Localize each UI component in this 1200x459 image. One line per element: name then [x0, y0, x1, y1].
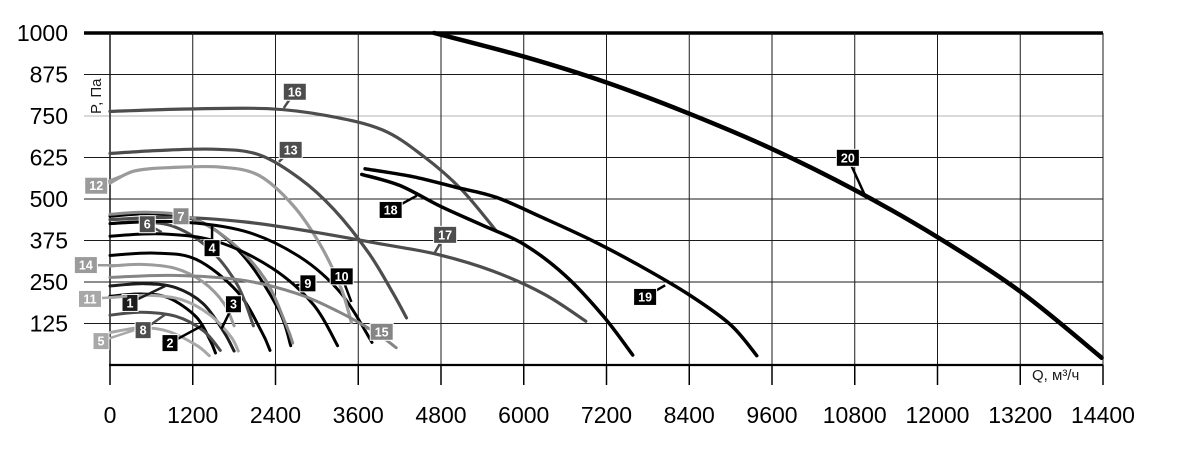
y-tick-label-750: 750: [30, 103, 68, 129]
x-tick-label-7200: 7200: [581, 402, 632, 428]
curve-label-box-6: [138, 215, 156, 234]
curve-label-text-6: 6: [144, 218, 151, 232]
curve-3: [108, 251, 272, 352]
y-tick-label-250: 250: [30, 269, 68, 295]
y-tick-label-625: 625: [30, 145, 68, 171]
x-tick-label-6000: 6000: [498, 402, 549, 428]
curve-13: [108, 147, 409, 320]
curve-label-text-13: 13: [284, 143, 298, 157]
curve-label-text-20: 20: [841, 151, 855, 165]
curve-5: [108, 326, 211, 358]
x-axis-title: Q, м³/ч: [1032, 367, 1080, 384]
curve-label-text-16: 16: [288, 85, 302, 99]
y-tick-label-125: 125: [30, 311, 68, 337]
curve-label-box-12: [84, 176, 109, 195]
curve-label-text-3: 3: [230, 298, 237, 312]
curve-label-box-20: [835, 148, 860, 167]
curve-label-box-11: [78, 289, 103, 308]
curve-label-text-19: 19: [638, 290, 652, 304]
x-tick-label-1200: 1200: [167, 402, 218, 428]
curve-label-text-2: 2: [167, 337, 174, 351]
curve-9: [108, 232, 340, 348]
x-tick-label-2400: 2400: [250, 402, 301, 428]
x-tick-label-4800: 4800: [415, 402, 466, 428]
curve-19: [363, 167, 759, 358]
curve-label-text-14: 14: [79, 259, 93, 273]
curve-label-box-17: [433, 225, 458, 244]
curve-8: [108, 310, 222, 352]
curve-label-box-1: [121, 293, 139, 312]
curve-label-text-1: 1: [127, 296, 134, 310]
curve-label-box-5: [92, 332, 110, 351]
curve-18: [359, 172, 635, 357]
curve-label-box-4: [203, 239, 221, 258]
curve-label-box-15: [369, 322, 394, 341]
x-tick-label-12000: 12000: [906, 402, 970, 428]
curve-label-box-19: [633, 287, 658, 306]
curve-label-text-17: 17: [438, 228, 452, 242]
curve-label-box-13: [278, 140, 303, 159]
x-tick-label-13200: 13200: [988, 402, 1052, 428]
curve-label-text-10: 10: [335, 270, 349, 284]
curve-16: [108, 106, 498, 233]
curve-label-box-18: [378, 200, 403, 219]
curve-label-text-8: 8: [140, 324, 147, 338]
x-tick-label-0: 0: [104, 402, 117, 428]
curve-label-text-11: 11: [83, 292, 96, 306]
curve-label-text-7: 7: [178, 210, 185, 224]
y-tick-label-375: 375: [30, 228, 68, 254]
curve-label-box-14: [73, 256, 98, 275]
curve-label-text-12: 12: [89, 179, 103, 193]
y-axis-title: P, Па: [88, 78, 105, 114]
curve-7: [108, 210, 295, 345]
curve-label-text-9: 9: [304, 277, 311, 291]
x-tick-label-10800: 10800: [823, 402, 887, 428]
x-tick-label-3600: 3600: [333, 402, 384, 428]
curve-label-text-4: 4: [209, 242, 216, 256]
x-tick-label-8400: 8400: [664, 402, 715, 428]
x-tick-label-14400: 14400: [1071, 402, 1135, 428]
curve-label-box-2: [161, 334, 179, 353]
curve-20: [431, 30, 1104, 360]
curve-label-text-5: 5: [98, 335, 105, 349]
curve-label-text-15: 15: [375, 325, 389, 339]
curve-label-box-9: [299, 274, 317, 293]
curve-label-box-3: [224, 295, 242, 314]
y-tick-label-875: 875: [30, 62, 68, 88]
y-tick-label-1000: 1000: [17, 20, 68, 46]
x-tick-label-9600: 9600: [746, 402, 797, 428]
curve-label-box-8: [134, 321, 152, 340]
curve-label-box-16: [282, 82, 307, 101]
curve-1: [108, 282, 236, 353]
curve-label-box-7: [172, 207, 190, 226]
y-tick-label-500: 500: [30, 186, 68, 212]
curve-label-box-10: [329, 267, 354, 286]
curve-label-text-18: 18: [384, 203, 398, 217]
